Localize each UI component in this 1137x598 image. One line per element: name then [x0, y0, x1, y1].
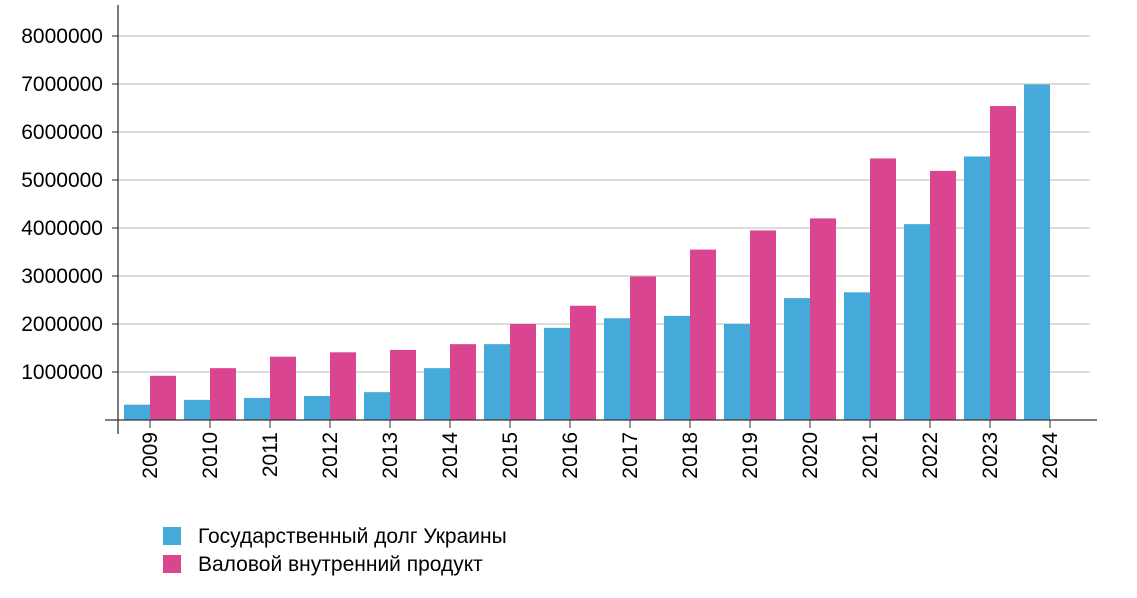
bars	[124, 84, 1050, 421]
bar-debt-2016	[544, 327, 570, 420]
x-tick-label: 2024	[1039, 432, 1062, 479]
y-tick-label: 7000000	[21, 73, 103, 96]
x-tick-label: 2010	[199, 432, 222, 479]
bar-gdp-2019	[750, 230, 776, 420]
bar-debt-2022	[904, 224, 930, 420]
x-tick-label: 2016	[559, 432, 582, 479]
bar-debt-2017	[604, 318, 630, 420]
bar-debt-2009	[124, 404, 150, 420]
y-tick-label: 8000000	[21, 25, 103, 48]
bar-debt-2010	[184, 399, 210, 420]
y-tick-label: 4000000	[21, 217, 103, 240]
legend-label-gdp: Валовой внутренний продукт	[198, 552, 483, 576]
bar-debt-2013	[364, 392, 390, 420]
gridlines	[112, 35, 1090, 373]
legend-item-gdp: Валовой внутренний продукт	[163, 550, 507, 578]
x-tick-label: 2013	[379, 432, 402, 479]
bar-debt-2012	[304, 396, 330, 420]
y-tick-label: 2000000	[21, 313, 103, 336]
bar-gdp-2010	[210, 368, 236, 420]
x-tick-label: 2023	[979, 432, 1002, 479]
bar-debt-2018	[664, 315, 690, 420]
legend: Государственный долг Украины Валовой вну…	[163, 522, 507, 578]
bar-gdp-2013	[390, 349, 416, 420]
y-tick-label: 5000000	[21, 169, 103, 192]
x-tick-labels: 2009 2010 2011 2012 2013 2014 2015 2016 2017 2018…	[139, 432, 1062, 479]
bar-gdp-2021	[870, 158, 896, 420]
x-tick-label: 2011	[259, 432, 282, 477]
legend-item-debt: Государственный долг Украины	[163, 522, 507, 550]
x-tick-label: 2021	[859, 432, 882, 479]
bar-gdp-2023	[990, 106, 1016, 420]
y-tick-label: 1000000	[21, 361, 103, 384]
bar-debt-2011	[244, 397, 270, 420]
bar-gdp-2012	[330, 352, 356, 420]
x-tick-label: 2020	[799, 432, 822, 479]
x-tick-label: 2012	[319, 432, 342, 479]
bar-gdp-2017	[630, 276, 656, 420]
bar-debt-2019	[724, 324, 750, 420]
x-tick-label: 2014	[439, 432, 462, 479]
bar-debt-2021	[844, 292, 870, 420]
bar-gdp-2009	[150, 375, 176, 420]
bar-gdp-2011	[270, 356, 296, 420]
bar-gdp-2018	[690, 249, 716, 420]
y-tick-labels: 1000000 2000000 3000000 4000000 5000000 60000…	[21, 25, 103, 384]
bar-debt-2020	[784, 298, 810, 420]
x-tick-label: 2022	[919, 432, 942, 479]
bar-debt-2024	[1024, 84, 1050, 420]
bar-debt-2015	[484, 344, 510, 420]
legend-swatch-gdp	[163, 555, 181, 573]
bar-gdp-2014	[450, 344, 476, 420]
x-tick-label: 2018	[679, 432, 702, 479]
bar-gdp-2020	[810, 218, 836, 420]
legend-swatch-debt	[163, 527, 181, 545]
bar-debt-2023	[964, 156, 990, 421]
bar-gdp-2022	[930, 170, 956, 420]
bar-gdp-2016	[570, 305, 596, 420]
y-tick-label: 3000000	[21, 265, 103, 288]
x-tick-label: 2019	[739, 432, 762, 479]
bar-gdp-2015	[510, 324, 536, 420]
legend-label-debt: Государственный долг Украины	[198, 524, 507, 548]
x-tick-label: 2017	[619, 432, 642, 479]
y-tick-label: 6000000	[21, 121, 103, 144]
x-tick-label: 2009	[139, 432, 162, 479]
axes	[105, 5, 1097, 434]
x-tick-label: 2015	[499, 432, 522, 479]
bar-debt-2014	[424, 368, 450, 420]
